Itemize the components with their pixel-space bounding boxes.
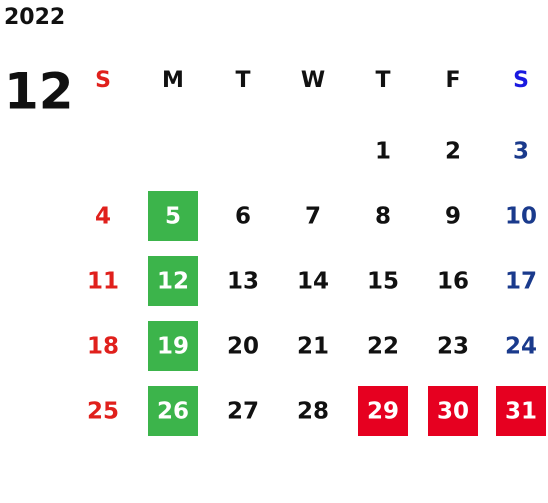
day-number: 12 [157, 269, 189, 295]
day-number: 26 [157, 399, 189, 425]
day-number: 24 [505, 334, 537, 360]
day-highlight [428, 386, 478, 436]
day-highlight [148, 256, 198, 306]
day-highlight [148, 321, 198, 371]
day-number: 27 [227, 399, 259, 425]
day-number: 23 [437, 334, 469, 360]
day-number: 29 [367, 399, 399, 425]
day-highlight [148, 386, 198, 436]
day-number: 20 [227, 334, 259, 360]
day-number: 2 [445, 139, 461, 165]
day-number: 15 [367, 269, 399, 295]
day-number: 3 [513, 139, 529, 165]
day-highlight [358, 386, 408, 436]
weekday-label: S [95, 68, 111, 93]
day-number: 1 [375, 139, 391, 165]
day-highlight [496, 386, 546, 436]
day-number: 19 [157, 334, 189, 360]
weekday-label: T [375, 68, 390, 93]
day-number: 7 [305, 204, 321, 230]
day-number: 11 [87, 269, 119, 295]
day-number: 16 [437, 269, 469, 295]
day-number: 25 [87, 399, 119, 425]
weekday-label: F [445, 68, 460, 93]
day-number: 30 [437, 399, 469, 425]
day-number: 28 [297, 399, 329, 425]
day-number: 9 [445, 204, 461, 230]
day-highlight [148, 191, 198, 241]
day-number: 17 [505, 269, 537, 295]
weekday-label: W [301, 68, 325, 93]
weekday-label: T [235, 68, 250, 93]
year: 2022 [4, 5, 65, 30]
day-number: 4 [95, 204, 111, 230]
day-number: 31 [505, 399, 537, 425]
day-number: 5 [165, 204, 181, 230]
day-number: 18 [87, 334, 119, 360]
day-number: 14 [297, 269, 329, 295]
weekday-label: M [162, 68, 184, 93]
day-number: 6 [235, 204, 251, 230]
day-number: 8 [375, 204, 391, 230]
month: 12 [4, 63, 74, 121]
weekday-label: S [513, 68, 529, 93]
day-number: 22 [367, 334, 399, 360]
day-number: 10 [505, 204, 537, 230]
day-number: 13 [227, 269, 259, 295]
day-number: 21 [297, 334, 329, 360]
